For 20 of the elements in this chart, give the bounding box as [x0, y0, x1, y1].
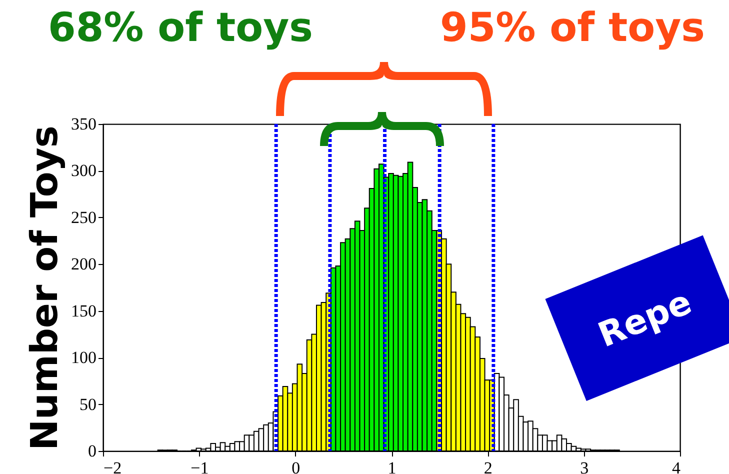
x-tick-label: 4 — [672, 458, 681, 474]
y-tick-label: 0 — [88, 442, 96, 460]
x-tick-label: 1 — [388, 458, 396, 474]
x-tick-label: −1 — [190, 458, 209, 474]
y-tick-label: 50 — [80, 394, 96, 414]
banner: Repe — [545, 235, 729, 401]
text: 68% of toys — [48, 5, 313, 51]
annotation: Repe — [592, 282, 698, 356]
x-tick-label: 2 — [484, 458, 492, 474]
y-tick-label: 250 — [71, 208, 96, 227]
y-axis-title: Number of Toys — [23, 126, 66, 450]
y-tick-label: 350 — [71, 114, 96, 134]
x-tick-label: −2 — [104, 458, 122, 474]
x-tick-label: 0 — [292, 458, 300, 474]
text: 95% of toys — [440, 5, 705, 51]
y-tick-label: 200 — [71, 254, 96, 274]
y-tick-label: 150 — [71, 301, 96, 320]
x-tick-label: 3 — [580, 458, 589, 474]
y-tick-label: 300 — [71, 161, 96, 180]
y-tick-label: 100 — [71, 348, 96, 368]
